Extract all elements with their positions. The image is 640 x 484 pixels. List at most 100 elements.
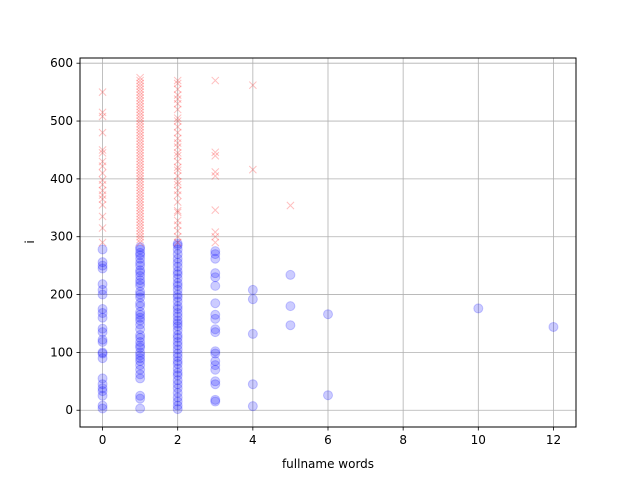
blue-circle-point (210, 348, 221, 359)
red-x-point (136, 122, 145, 131)
blue-circle-point (172, 340, 183, 351)
blue-circle-point (210, 376, 221, 387)
blue-circle-point (135, 315, 146, 326)
red-x-point (98, 128, 107, 137)
blue-circle-point (135, 347, 146, 358)
red-x-point (211, 232, 220, 241)
blue-circle-point (172, 284, 183, 295)
red-x-point (136, 163, 145, 172)
red-x-point (173, 79, 182, 88)
blue-circle-point (247, 328, 258, 339)
red-x-point (136, 148, 145, 157)
red-x-point (136, 183, 145, 192)
red-x-point (173, 238, 182, 247)
red-x-point (98, 157, 107, 166)
red-x-point (211, 238, 220, 247)
blue-circle-point (135, 324, 146, 335)
red-x-point (136, 206, 145, 215)
blue-circle-point (172, 257, 183, 268)
red-x-point (136, 203, 145, 212)
blue-circle-point (97, 390, 108, 401)
blue-circle-point (210, 394, 221, 405)
blue-circle-point (247, 294, 258, 305)
red-x-point (136, 180, 145, 189)
red-x-point (248, 81, 257, 90)
blue-circle-point (97, 263, 108, 274)
blue-circle-point (97, 257, 108, 268)
red-x-point (136, 117, 145, 125)
red-x-point (173, 221, 182, 230)
blue-circle-point (210, 324, 221, 335)
data-points (97, 73, 559, 415)
blue-circle-point (97, 327, 108, 338)
blue-circle-point (135, 271, 146, 282)
red-x-point (173, 151, 182, 160)
blue-circle-point (97, 304, 108, 315)
red-x-point (136, 85, 145, 94)
y-tick-label: 400 (50, 172, 73, 186)
blue-circle-point (135, 298, 146, 309)
blue-circle-point (210, 364, 221, 375)
blue-circle-point (210, 253, 221, 264)
blue-circle-point (97, 353, 108, 364)
blue-circle-point (135, 306, 146, 317)
red-x-point (98, 224, 107, 232)
blue-circle-point (135, 309, 146, 320)
blue-circle-point (172, 387, 183, 398)
red-x-point (98, 191, 107, 200)
red-x-point (136, 76, 145, 85)
red-x-point (173, 206, 182, 215)
red-x-point (98, 162, 107, 171)
red-x-point (136, 232, 145, 241)
blue-circle-point (97, 383, 108, 394)
red-x-point (173, 85, 182, 94)
blue-circle-point (97, 334, 108, 345)
blue-circle-point (135, 292, 146, 303)
red-x-point (173, 163, 182, 172)
blue-circle-point (210, 327, 221, 338)
red-x-point (173, 208, 182, 217)
x-tick-label: 0 (99, 433, 107, 447)
blue-circle-point (323, 309, 333, 320)
red-x-point (98, 148, 107, 157)
red-x-point (173, 117, 182, 125)
red-x-point (136, 189, 145, 198)
blue-circle-point (97, 289, 108, 300)
red-x-point (136, 96, 145, 105)
red-x-point (136, 73, 145, 82)
blue-circle-point (247, 379, 258, 390)
blue-circle-point (548, 321, 559, 332)
red-x-point (136, 154, 145, 163)
red-x-point (136, 114, 145, 123)
blue-circle-point (172, 269, 183, 280)
blue-circle-point (172, 392, 183, 403)
blue-circle-point (473, 303, 484, 314)
blue-circle-point (172, 296, 183, 307)
blue-circle-point (135, 353, 146, 364)
blue-circle-point (172, 311, 183, 322)
red-x-point (136, 99, 145, 108)
blue-circle-point (97, 244, 108, 255)
blue-circle-point (210, 280, 221, 291)
blue-circle-point (172, 240, 183, 251)
red-x-point (173, 157, 182, 166)
red-x-point (173, 198, 182, 206)
blue-circle-point (135, 267, 146, 278)
blue-circle-point (172, 383, 183, 394)
red-x-point (173, 186, 182, 195)
blue-circle-point (247, 284, 258, 295)
red-x-point (98, 112, 107, 121)
blue-circle-point (285, 301, 296, 312)
red-x-point (173, 177, 182, 186)
blue-circle-point (135, 403, 146, 414)
red-x-point (98, 176, 107, 184)
red-x-point (98, 200, 107, 209)
x-tick-label: 4 (249, 433, 257, 447)
blue-circle-point (172, 273, 183, 284)
red-x-point (136, 215, 145, 224)
red-x-point (136, 177, 145, 186)
x-tick-label: 8 (399, 433, 407, 447)
axis-ticks: 0 2 4 6 8 10 12 0 100 200 300 400 500 600 (50, 56, 561, 447)
blue-circle-point (210, 309, 221, 320)
